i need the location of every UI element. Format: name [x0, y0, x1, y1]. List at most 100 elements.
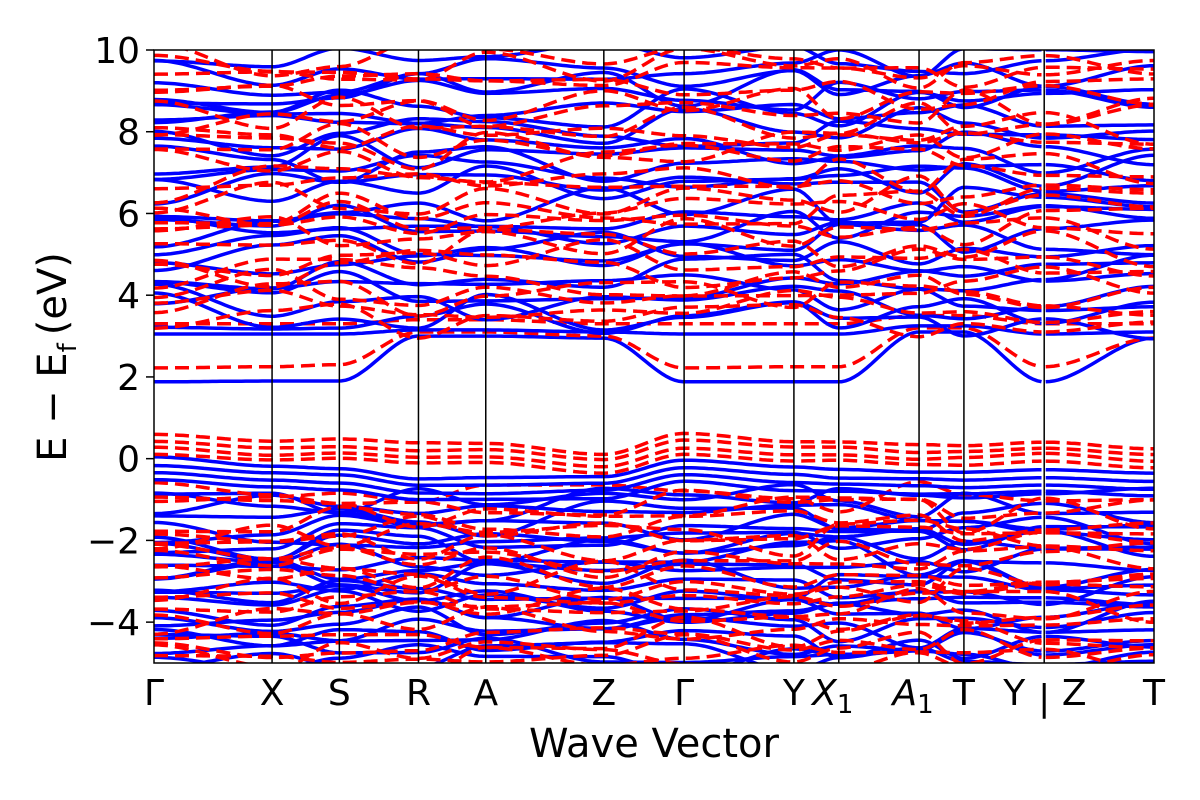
- band-line-solid: [1045, 147, 1154, 175]
- y-axis-label: E − Ef (eV): [30, 252, 83, 462]
- band-line-solid: [154, 144, 1042, 185]
- band-line-dashed: [1045, 96, 1154, 126]
- band-line-dashed: [154, 626, 1042, 660]
- band-line-dashed: [1045, 193, 1154, 209]
- band-line-dashed: [1045, 110, 1154, 147]
- band-line-dashed: [1045, 255, 1154, 278]
- band-line-dashed: [1096, 652, 1154, 663]
- band-line-solid: [1045, 476, 1154, 484]
- band-line-dashed: [154, 431, 1042, 457]
- band-line-dashed: [1045, 521, 1154, 532]
- band-line-solid: [1045, 144, 1154, 167]
- band-line-dashed: [1045, 226, 1154, 236]
- y-tick-label: 4: [117, 276, 140, 317]
- band-line-solid: [154, 605, 1042, 644]
- k-point-label: Z: [591, 673, 616, 714]
- band-line-solid: [1045, 305, 1154, 313]
- band-line-dashed: [154, 518, 1042, 558]
- band-line-solid: [1045, 489, 1154, 498]
- band-line-dashed: [154, 227, 1042, 269]
- band-line-dashed: [154, 257, 1042, 298]
- band-line-dashed: [154, 326, 1042, 370]
- band-line-dashed: [1045, 186, 1154, 195]
- band-line-dashed: [1045, 459, 1154, 470]
- band-line-solid: [154, 117, 1042, 158]
- band-line-dashed: [1045, 83, 1154, 106]
- band-line-dashed: [1045, 285, 1154, 310]
- k-point-label: A1: [890, 673, 933, 720]
- band-line-solid: [154, 618, 1042, 657]
- band-line-solid: [154, 68, 1042, 110]
- band-line-dashed: [154, 72, 1042, 112]
- y-tick-label: −4: [87, 603, 140, 644]
- band-line-dashed: [154, 630, 1042, 663]
- y-tick-label: 8: [117, 113, 140, 154]
- k-point-label: T: [952, 673, 976, 714]
- y-tick-label: 0: [117, 440, 140, 481]
- band-line-dashed: [1045, 446, 1154, 457]
- band-line-dashed: [1045, 451, 1154, 464]
- band-line-dashed: [1045, 309, 1154, 325]
- band-line-solid: [154, 300, 1042, 338]
- band-line-dashed: [154, 505, 1042, 543]
- band-line-solid: [1045, 467, 1154, 475]
- band-line-dashed: [1045, 173, 1154, 179]
- band-line-solid: [154, 477, 1042, 502]
- band-line-dashed: [1045, 497, 1154, 503]
- band-line-dashed: [1045, 58, 1154, 77]
- band-line-dashed: [1045, 103, 1154, 127]
- band-line-solid: [1045, 261, 1154, 267]
- band-line-solid: [154, 463, 1042, 487]
- band-line-dashed: [154, 88, 1042, 131]
- x-axis-label: Wave Vector: [529, 721, 780, 767]
- band-line-solid: [154, 470, 1042, 496]
- band-line-solid: [1045, 123, 1154, 128]
- band-line-solid: [1045, 610, 1154, 630]
- band-line-solid: [154, 627, 1042, 661]
- band-line-solid: [154, 455, 1042, 481]
- band-line-dashed: [1045, 544, 1154, 571]
- band-line-dashed: [154, 238, 1042, 278]
- band-line-dashed: [1045, 183, 1154, 192]
- y-tick-label: 2: [117, 358, 140, 399]
- band-line-dashed: [1045, 229, 1154, 269]
- band-line-solid: [1045, 133, 1154, 142]
- y-tick-label: −2: [87, 521, 140, 562]
- band-line-solid: [1045, 129, 1154, 140]
- band-lines: [154, 50, 1154, 663]
- k-point-label: A: [473, 673, 498, 714]
- band-line-dashed: [1045, 320, 1154, 334]
- band-line-dashed: [154, 267, 1042, 310]
- k-point-label: Y: [1002, 673, 1026, 714]
- k-point-label: Z: [1062, 673, 1087, 714]
- k-point-label: R: [406, 673, 431, 714]
- band-line-dashed: [154, 438, 1042, 462]
- k-point-label: T: [1142, 673, 1166, 714]
- band-line-dashed: [154, 196, 1042, 231]
- band-line-solid: [1045, 642, 1154, 657]
- y-axis-ticks: 10 8 6 4 2 0 −2 −4: [87, 31, 154, 644]
- y-axis-label-unit: (eV): [30, 252, 76, 335]
- band-line-dashed: [182, 50, 1042, 80]
- band-line-solid: [1045, 561, 1154, 573]
- band-line-solid: [1045, 191, 1154, 205]
- band-line-solid: [154, 241, 1042, 278]
- high-symmetry-lines: [271, 50, 1045, 663]
- band-line-solid: [154, 291, 1042, 332]
- k-point-label: X1: [810, 673, 853, 720]
- band-line-dashed: [1045, 582, 1154, 589]
- band-line-dashed: [1045, 530, 1154, 544]
- band-line-dashed: [1045, 151, 1154, 186]
- band-line-dashed: [1045, 304, 1154, 317]
- band-line-dashed: [1045, 216, 1154, 251]
- band-line-solid: [1045, 596, 1154, 607]
- plot-frame: [153, 49, 1155, 664]
- k-point-label: S: [328, 673, 351, 714]
- band-line-solid: [1045, 510, 1154, 516]
- band-line-dashed: [154, 600, 1042, 636]
- band-line-dashed: [1045, 531, 1154, 536]
- k-point-label: Y: [782, 673, 806, 714]
- band-line-dashed: [154, 50, 1042, 90]
- k-point-label: |: [1038, 678, 1050, 719]
- band-line-dashed: [1045, 641, 1154, 650]
